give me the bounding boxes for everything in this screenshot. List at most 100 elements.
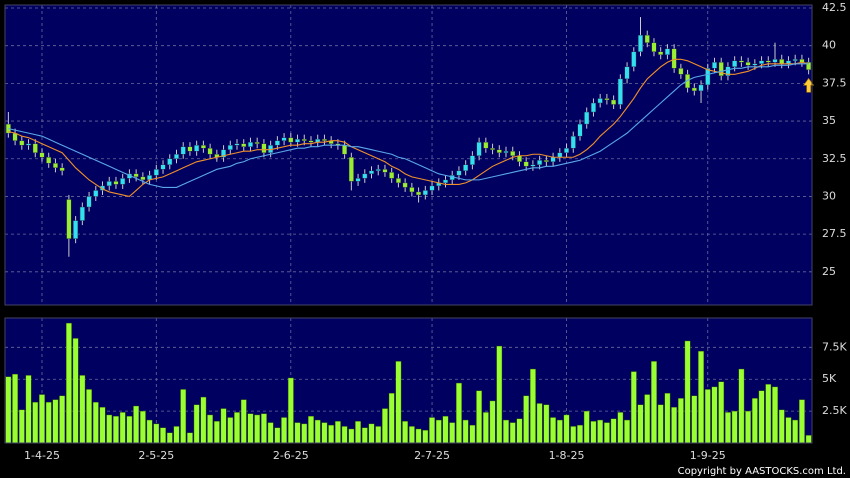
y-tick-label: 40 xyxy=(822,39,836,52)
volume-bar xyxy=(644,394,651,444)
volume-bar xyxy=(758,390,765,444)
volume-bar xyxy=(556,419,563,444)
volume-bar xyxy=(59,395,66,444)
volume-bar xyxy=(113,416,119,444)
volume-bar xyxy=(86,389,92,444)
candle-body xyxy=(463,164,469,172)
candle-body xyxy=(443,179,448,184)
candle-body xyxy=(422,190,428,196)
x-tick-label: 1-9-25 xyxy=(690,449,726,462)
candle-body xyxy=(671,48,677,69)
volume-bar xyxy=(207,414,214,444)
candle-body xyxy=(39,152,45,158)
volume-bar xyxy=(25,375,32,444)
volume-bar xyxy=(637,404,644,444)
candle-body xyxy=(308,140,314,143)
volume-bar xyxy=(52,399,59,444)
volume-bar xyxy=(704,389,711,444)
volume-bar xyxy=(294,422,301,444)
candle-body xyxy=(685,74,691,89)
candle-body xyxy=(604,98,610,101)
candle-body xyxy=(52,163,58,169)
volume-bar xyxy=(597,419,604,444)
y-tick-label: 25 xyxy=(822,265,836,278)
candle-body xyxy=(59,167,65,172)
volume-bar xyxy=(220,408,227,444)
candle-body xyxy=(658,51,664,55)
x-tick-label: 1-4-25 xyxy=(24,449,60,462)
volume-bar xyxy=(462,419,469,444)
candle-body xyxy=(133,173,139,178)
volume-bar xyxy=(657,404,664,444)
volume-bar xyxy=(671,407,678,444)
candle-body xyxy=(570,135,576,149)
volume-bar xyxy=(772,386,778,444)
candle-body xyxy=(543,160,549,162)
volume-bar xyxy=(173,426,180,444)
volume-bar xyxy=(745,410,752,444)
candle-body xyxy=(234,143,240,146)
candle-body xyxy=(200,145,206,149)
candle-body xyxy=(167,158,173,165)
panel-border xyxy=(4,4,813,306)
candle-body xyxy=(140,176,146,181)
y-tick-label: 30 xyxy=(822,189,836,202)
volume-bar xyxy=(563,414,570,444)
candle-body xyxy=(698,84,704,92)
y-tick-label: 5K xyxy=(822,372,837,385)
volume-bar xyxy=(45,401,52,444)
candle-body xyxy=(382,169,388,173)
candle-body xyxy=(261,143,267,153)
volume-bar xyxy=(651,361,657,444)
volume-bar xyxy=(664,393,671,444)
volume-bar xyxy=(166,432,173,444)
candle-body xyxy=(496,149,502,153)
candle-body xyxy=(187,146,193,152)
candle-body xyxy=(806,62,812,71)
x-tick-label: 2-5-25 xyxy=(138,449,174,462)
volume-bar xyxy=(92,401,99,444)
candle-body xyxy=(530,164,536,167)
candle-body xyxy=(301,138,307,141)
volume-bar xyxy=(213,421,220,444)
candle-body xyxy=(476,141,482,156)
volume-bar xyxy=(778,409,785,444)
copyright: Copyright by AASTOCKS.com Ltd. xyxy=(678,466,846,477)
volume-bar xyxy=(449,422,456,444)
volume-bar xyxy=(18,409,25,444)
volume-bar xyxy=(577,424,583,444)
x-tick-label: 1-8-25 xyxy=(549,449,585,462)
volume-bar xyxy=(711,386,718,444)
candle-body xyxy=(120,178,126,185)
candle-body xyxy=(369,170,374,175)
candle-body xyxy=(106,181,112,187)
volume-bar xyxy=(805,435,812,444)
volume-bar xyxy=(543,404,550,444)
candle-body xyxy=(644,34,650,43)
volume-bar xyxy=(361,427,368,444)
volume-bar xyxy=(187,432,193,444)
volume-bar xyxy=(482,412,489,444)
volume-bar xyxy=(408,426,415,444)
candle-body xyxy=(738,60,744,63)
volume-bar xyxy=(435,419,442,444)
volume-bar xyxy=(240,399,247,444)
candle-body xyxy=(429,185,435,191)
candle-body xyxy=(221,149,227,158)
volume-bar xyxy=(456,382,462,444)
volume-bar xyxy=(261,413,267,444)
candle-body xyxy=(160,164,166,170)
y-tick-label: 32.5 xyxy=(822,152,847,165)
volume-bar xyxy=(751,398,758,444)
volume-bar xyxy=(725,412,731,444)
candle-body xyxy=(732,60,738,68)
candle-body xyxy=(395,178,401,184)
candle-body xyxy=(288,137,294,143)
volume-bar xyxy=(476,390,483,444)
candle-body xyxy=(402,182,408,188)
candle-body xyxy=(483,141,489,149)
volume-bar xyxy=(442,416,449,444)
candle-body xyxy=(456,170,462,176)
